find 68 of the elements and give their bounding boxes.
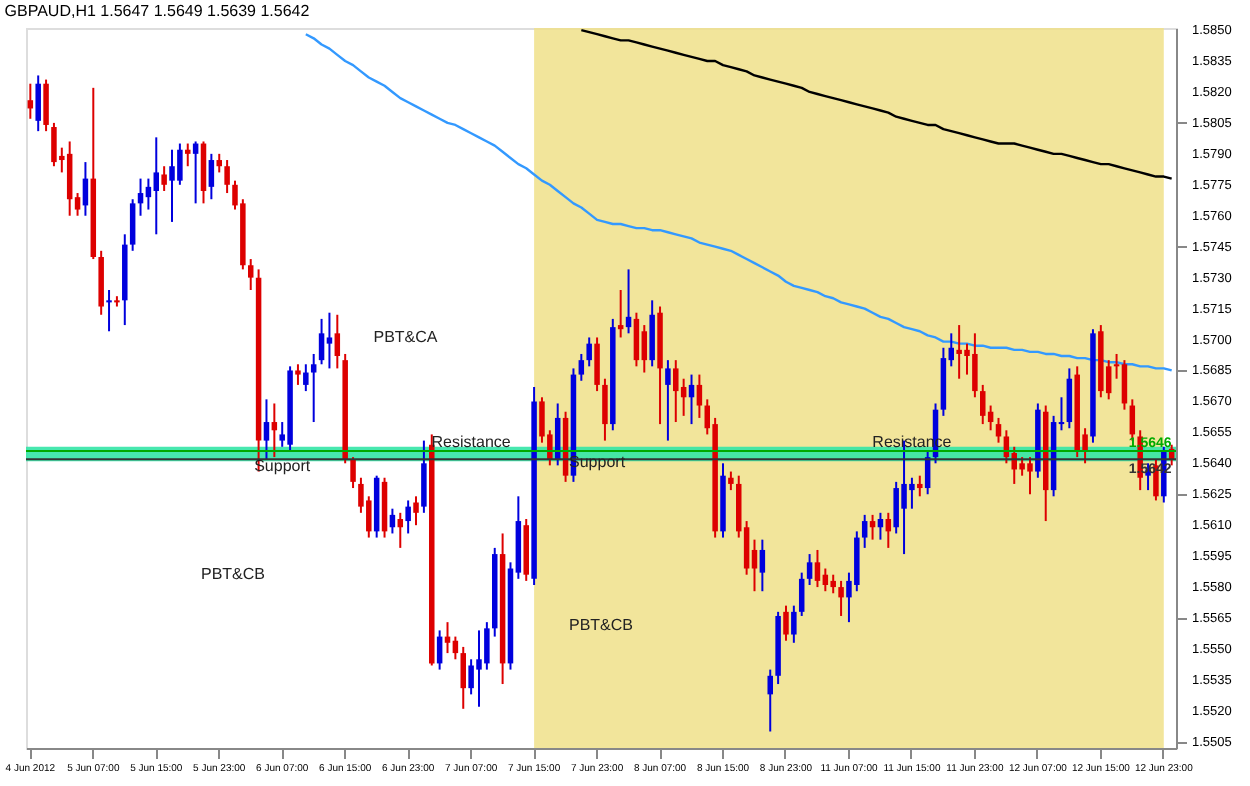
annotation: PBT&CB <box>200 565 266 584</box>
candlestick <box>129 198 136 252</box>
candlestick <box>350 456 356 490</box>
candlestick <box>861 513 868 549</box>
candlestick <box>594 336 600 393</box>
line-series <box>580 28 1173 180</box>
candlestick <box>980 383 986 426</box>
candlestick <box>602 377 608 442</box>
candlestick <box>405 499 411 535</box>
candlestick <box>791 604 797 644</box>
candlestick <box>484 621 490 671</box>
candlestick <box>728 470 734 492</box>
candlestick <box>854 530 860 593</box>
candlestick <box>468 658 474 696</box>
candlestick <box>909 476 915 510</box>
candlestick <box>893 480 899 535</box>
candlestick <box>169 148 175 223</box>
candlestick <box>972 332 978 399</box>
candlestick <box>460 645 467 710</box>
candlestick <box>303 363 309 393</box>
candlestick <box>1066 367 1073 430</box>
candlestick <box>1121 359 1128 411</box>
candlestick <box>216 152 222 174</box>
candlestick <box>310 352 317 424</box>
candlestick <box>665 359 671 442</box>
candlestick <box>476 629 482 708</box>
candlestick <box>798 571 805 617</box>
candlestick <box>830 573 836 595</box>
candlestick <box>334 313 341 370</box>
chart-title: GBPAUD,H1 1.5647 1.5649 1.5639 1.5642 <box>4 2 311 21</box>
candlestick <box>177 142 183 186</box>
candlestick <box>814 548 821 589</box>
candlestick <box>413 495 419 527</box>
candlestick <box>759 538 766 593</box>
candlestick <box>295 363 301 386</box>
candlestick <box>696 373 703 419</box>
candlestick <box>326 311 333 370</box>
candlestick <box>185 142 191 168</box>
candlestick <box>1027 456 1033 496</box>
candlestick <box>838 579 844 617</box>
candlestick <box>208 152 215 201</box>
candlestick <box>43 78 49 133</box>
candlestick <box>200 140 207 205</box>
candlestick <box>161 165 167 192</box>
candlestick <box>806 553 813 587</box>
candlestick <box>224 159 230 195</box>
candlestick <box>318 317 325 366</box>
candlestick <box>247 258 254 292</box>
candlestick <box>767 668 773 733</box>
candlestick <box>641 324 648 374</box>
candlestick <box>1019 456 1025 477</box>
candlestick <box>578 352 585 382</box>
candlestick <box>649 299 655 368</box>
candlestick <box>673 359 679 424</box>
candlestick <box>66 140 73 217</box>
candlestick <box>586 336 592 368</box>
candlestick <box>51 121 57 168</box>
candlestick <box>783 604 789 642</box>
candlestick <box>35 74 41 133</box>
candlestick <box>633 311 640 368</box>
candlestick <box>263 398 270 461</box>
candlestick <box>421 439 427 514</box>
annotation: PBT&CB <box>568 615 634 634</box>
candlestick <box>956 324 962 380</box>
candlestick <box>106 289 112 333</box>
annotation: PBT&CA <box>373 327 439 346</box>
candlestick <box>153 136 160 236</box>
candlestick <box>917 474 923 498</box>
